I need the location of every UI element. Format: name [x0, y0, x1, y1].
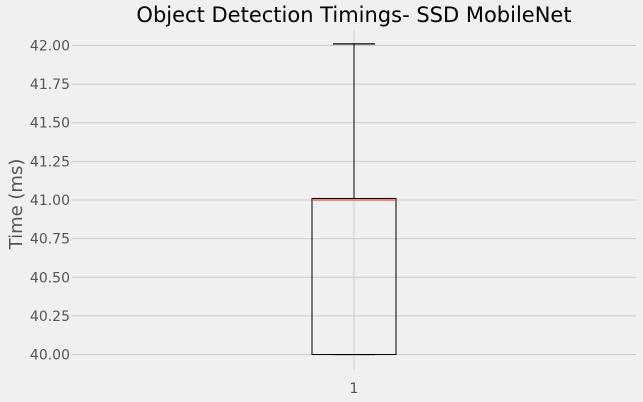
y-tick-label: 40.50 [30, 270, 70, 286]
box-body [311, 197, 397, 356]
chart-title: Object Detection Timings- SSD MobileNet [136, 3, 571, 27]
y-tick-label: 40.25 [30, 309, 70, 325]
y-tick-label: 42.00 [30, 38, 70, 54]
y-tick-label: 41.75 [30, 77, 70, 93]
y-tick-label: 40.00 [30, 348, 70, 364]
y-tick-label: 41.50 [30, 116, 70, 132]
tick-layer: 40.00 40.25 40.50 40.75 41.00 41.25 41.50 41.75… [30, 38, 359, 397]
y-axis-label: Time (ms) [6, 159, 27, 251]
y-tick-label: 41.25 [30, 154, 70, 170]
x-tick-label: 1 [350, 381, 359, 397]
y-tick-label: 40.75 [30, 232, 70, 248]
box-layer [311, 43, 397, 356]
y-tick-label: 41.00 [30, 193, 70, 209]
